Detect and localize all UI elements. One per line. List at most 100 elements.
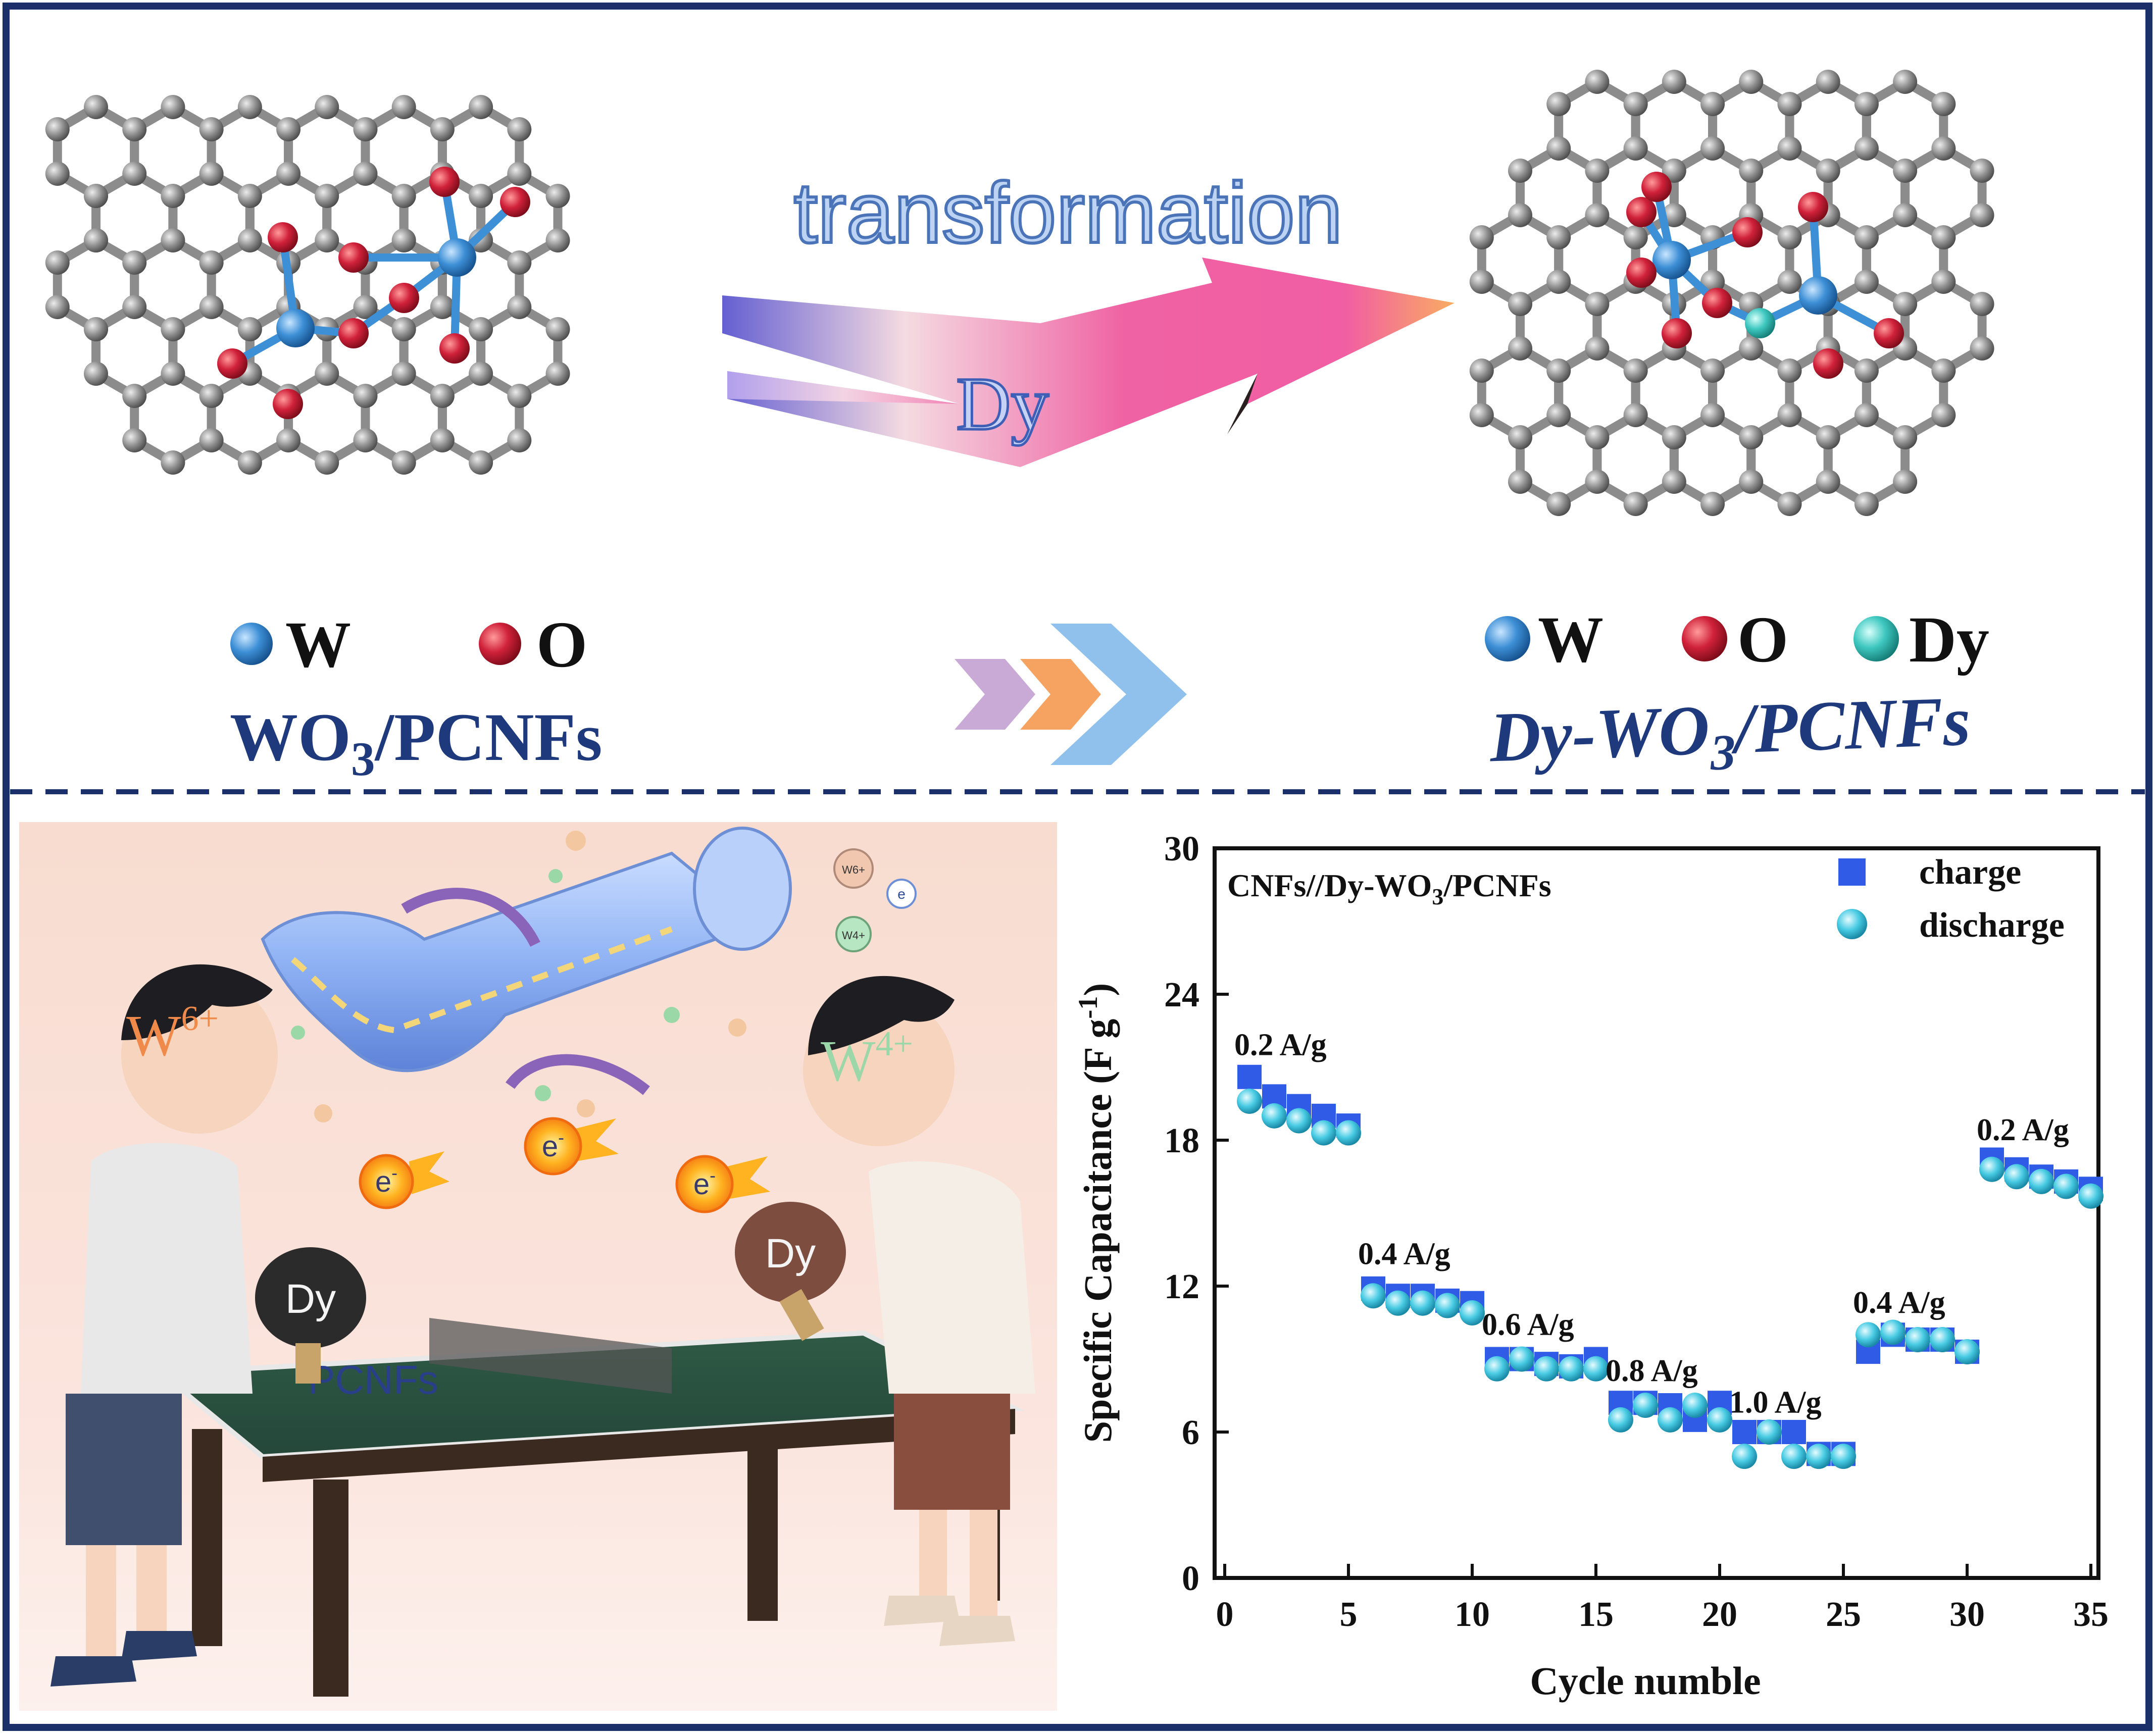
left-paddle-label: Dy [285,1276,336,1322]
carbon-atom [507,162,532,186]
carbon-atom [507,428,532,452]
carbon-atom [1585,159,1610,183]
right-player-leg [970,1510,997,1616]
discharge-point [1410,1290,1435,1316]
discharge-point [2029,1168,2054,1194]
carbon-atom [353,384,378,408]
carbon-atom [122,384,147,408]
carbon-atom [1893,425,1918,449]
carbon-atom [391,317,416,341]
legend-discharge-label: discharge [1919,906,2065,945]
electron-sup: - [558,1127,564,1148]
carbon-atom [1546,492,1571,516]
discharge-point [1237,1088,1262,1114]
oxygen-atom [439,333,470,364]
right-title-sub: 3 [1709,724,1737,781]
chevron-arrows [955,624,1187,765]
carbon-atom [545,184,570,208]
carbon-atom [391,362,416,386]
carbon-atom [315,450,339,475]
right-player-shirt [869,1161,1035,1394]
carbon-atom [469,362,493,386]
y-axis-ticks: 0 6 12 18 24 30 [1164,830,1229,1598]
current-density-label: 0.8 A/g [1606,1354,1698,1388]
left-player-shirt [81,1143,253,1394]
w6-ion-ball [833,848,874,889]
carbon-atom [84,362,108,386]
ion-particle [566,831,586,851]
carbon-atom [199,428,224,452]
carbon-atom [276,162,301,186]
carbon-atom [1508,292,1532,316]
carbon-atom [45,162,70,186]
carbon-atom [161,95,185,119]
carbon-atom [391,95,416,119]
carbon-atom [199,162,224,186]
left-material-title: WO3/PCNFs [230,700,602,786]
discharge-point [1336,1120,1361,1146]
left-player-hair [121,964,273,1040]
right-player-ion: W4+ [821,1025,913,1093]
carbon-atom [1970,292,1994,316]
left-legend: W O [230,608,587,681]
x-tick-label: 5 [1340,1595,1358,1634]
legend-o-swatch-right [1682,616,1727,661]
oxygen-atom [1798,192,1828,222]
y-tick-label: 12 [1164,1267,1199,1306]
carbon-atom [1777,403,1802,427]
carbon-atom [1739,159,1764,183]
carbon-atom [353,117,378,141]
ion-particle [291,1026,305,1040]
right-legend: W O Dy [1485,603,1989,676]
carbon-atom [1739,336,1764,361]
carbon-atom [161,228,185,252]
carbon-atom [1662,70,1686,94]
right-paddle-handle [779,1289,824,1341]
carbon-atom [1546,136,1571,161]
carbon-atom [45,295,70,319]
carbon-atom [1854,403,1879,427]
electron-e: e [542,1130,558,1163]
carbon-atom [237,95,262,119]
y-tick-label: 0 [1182,1559,1199,1598]
carbon-atom [391,184,416,208]
carbon-atom [1893,159,1918,183]
discharge-point [1930,1326,1955,1352]
legend-o-swatch [479,623,521,665]
carbon-atom [1854,225,1879,249]
discharge-point [1608,1407,1633,1433]
rate-capability-chart: 0 5 10 15 20 25 30 35 0 6 12 18 24 30 0.2 A/g 0.4 A/g… [1073,830,2109,1703]
carbon-atom [1854,92,1879,116]
carbon-atom [1546,359,1571,383]
carbon-atom [1662,470,1686,494]
electron-label-3: e- [693,1165,716,1201]
carbon-atom [1854,136,1879,161]
carbon-atom [315,184,339,208]
current-density-label: 0.6 A/g [1482,1307,1574,1342]
chart-title-tail: /PCNFs [1443,867,1551,903]
carbon-atom [1623,225,1648,249]
carbon-atom [1662,425,1686,449]
carbon-atom [1931,359,1956,383]
table-net [429,1318,672,1394]
carbon-atom [353,162,378,186]
carbon-atom [430,295,455,319]
discharge-point [1286,1108,1312,1134]
carbon-atom [1854,492,1879,516]
x-tick-label: 10 [1455,1595,1490,1634]
left-player-shoe [121,1631,197,1661]
chevron-orange-icon [1020,659,1101,730]
tungsten-atom [1652,241,1691,279]
x-axis-ticks: 0 5 10 15 20 25 30 35 [1216,1564,2109,1634]
discharge-point [1880,1319,1906,1345]
discharge-point [1954,1339,1980,1365]
y-tick-label: 6 [1182,1413,1199,1452]
left-title-main: WO [230,700,351,775]
carbon-atom [1931,136,1956,161]
discharge-point [1806,1444,1831,1469]
y-tick-label: 24 [1164,976,1199,1014]
arrow-shape [722,258,1455,467]
electron-e: e [693,1168,710,1201]
carbon-atom [1816,159,1840,183]
